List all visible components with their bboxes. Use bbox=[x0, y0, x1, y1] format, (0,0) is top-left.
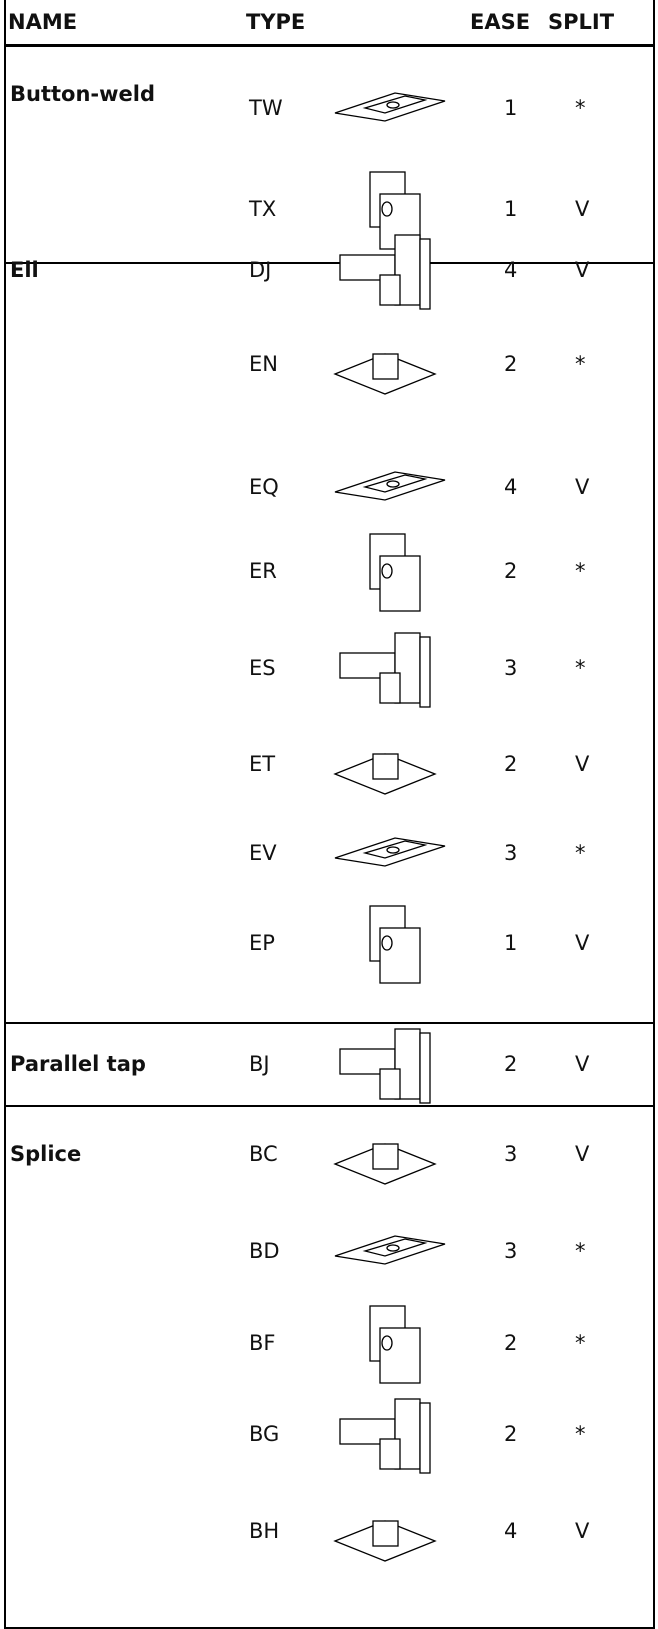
part-type: BH bbox=[249, 1519, 280, 1543]
fitting-illustration bbox=[369, 1305, 421, 1384]
split-mark: V bbox=[575, 931, 590, 955]
split-mark: * bbox=[575, 841, 586, 865]
part-type: BC bbox=[249, 1142, 278, 1166]
split-mark: * bbox=[575, 559, 586, 583]
group-rule bbox=[4, 1022, 655, 1024]
part-type: BG bbox=[249, 1422, 280, 1446]
ease-rating: 4 bbox=[504, 475, 518, 499]
group-name: Parallel tap bbox=[10, 1052, 146, 1076]
part-type: EQ bbox=[249, 475, 279, 499]
split-mark: * bbox=[575, 352, 586, 376]
header-ease: EASE bbox=[470, 10, 531, 34]
part-type: TW bbox=[249, 96, 283, 120]
split-mark: V bbox=[575, 475, 590, 499]
split-mark: * bbox=[575, 1422, 586, 1446]
header-split: SPLIT bbox=[548, 10, 615, 34]
split-mark: V bbox=[575, 258, 590, 282]
split-mark: * bbox=[575, 656, 586, 680]
part-type: ET bbox=[249, 752, 276, 776]
split-mark: V bbox=[575, 1519, 590, 1543]
ease-rating: 2 bbox=[504, 1422, 518, 1446]
part-type: ER bbox=[249, 559, 277, 583]
ease-rating: 2 bbox=[504, 1052, 518, 1076]
part-type: BJ bbox=[249, 1052, 270, 1076]
part-type: EP bbox=[249, 931, 275, 955]
ease-rating: 1 bbox=[504, 96, 518, 120]
part-type: EV bbox=[249, 841, 277, 865]
group-name: Splice bbox=[10, 1142, 82, 1166]
ease-rating: 4 bbox=[504, 258, 518, 282]
fitting-illustration bbox=[333, 1520, 437, 1562]
header-rule bbox=[4, 44, 655, 47]
split-mark: * bbox=[575, 96, 586, 120]
split-mark: V bbox=[575, 1052, 590, 1076]
group-name: Ell bbox=[10, 258, 39, 282]
part-type: EN bbox=[249, 352, 278, 376]
ease-rating: 2 bbox=[504, 752, 518, 776]
ease-rating: 4 bbox=[504, 1519, 518, 1543]
group-rule bbox=[4, 262, 655, 264]
ease-rating: 3 bbox=[504, 656, 518, 680]
fitting-illustration bbox=[333, 1143, 437, 1185]
fitting-illustration bbox=[333, 353, 437, 395]
fitting-illustration bbox=[339, 234, 431, 310]
ease-rating: 2 bbox=[504, 352, 518, 376]
split-mark: * bbox=[575, 1331, 586, 1355]
fitting-illustration bbox=[334, 471, 446, 501]
header-name: NAME bbox=[8, 10, 78, 34]
split-mark: * bbox=[575, 1239, 586, 1263]
fitting-illustration bbox=[339, 1398, 431, 1474]
fitting-illustration bbox=[369, 905, 421, 984]
ease-rating: 2 bbox=[504, 1331, 518, 1355]
split-mark: V bbox=[575, 752, 590, 776]
ease-rating: 1 bbox=[504, 931, 518, 955]
group-name: Button-weld bbox=[10, 82, 156, 106]
part-type: DJ bbox=[249, 258, 272, 282]
fitting-illustration bbox=[339, 632, 431, 708]
split-mark: V bbox=[575, 1142, 590, 1166]
ease-rating: 3 bbox=[504, 1239, 518, 1263]
fitting-illustration bbox=[334, 837, 446, 867]
ease-rating: 3 bbox=[504, 841, 518, 865]
header-type: TYPE bbox=[246, 10, 306, 34]
part-type: TX bbox=[249, 197, 277, 221]
fitting-illustration bbox=[339, 1028, 431, 1104]
group-rule bbox=[4, 1105, 655, 1107]
fitting-illustration bbox=[369, 533, 421, 612]
ease-rating: 1 bbox=[504, 197, 518, 221]
table-frame bbox=[4, 0, 655, 1629]
part-type: BD bbox=[249, 1239, 280, 1263]
fitting-illustration bbox=[334, 1235, 446, 1265]
fitting-illustration bbox=[334, 92, 446, 122]
ease-rating: 3 bbox=[504, 1142, 518, 1166]
split-mark: V bbox=[575, 197, 590, 221]
fitting-illustration bbox=[333, 753, 437, 795]
part-type: ES bbox=[249, 656, 276, 680]
part-type: BF bbox=[249, 1331, 276, 1355]
ease-rating: 2 bbox=[504, 559, 518, 583]
